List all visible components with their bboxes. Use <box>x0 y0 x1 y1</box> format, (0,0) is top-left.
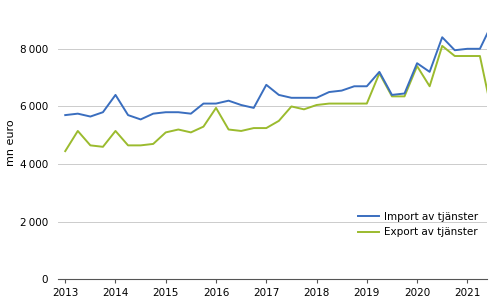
Import av tjänster <box>464 47 470 51</box>
Export av tjänster <box>100 145 106 149</box>
Import av tjänster <box>288 96 294 100</box>
Import av tjänster <box>163 110 169 114</box>
Export av tjänster <box>402 95 408 98</box>
Import av tjänster <box>389 93 395 97</box>
Export av tjänster <box>87 143 93 147</box>
Export av tjänster <box>201 125 207 129</box>
Import av tjänster <box>263 83 269 87</box>
Export av tjänster <box>125 143 131 147</box>
Import av tjänster <box>138 118 143 121</box>
Export av tjänster <box>176 128 181 131</box>
Export av tjänster <box>477 54 483 58</box>
Import av tjänster <box>364 85 370 88</box>
Import av tjänster <box>352 85 357 88</box>
Import av tjänster <box>75 112 81 116</box>
Export av tjänster <box>188 131 194 134</box>
Import av tjänster <box>477 47 483 51</box>
Export av tjänster <box>389 95 395 98</box>
Import av tjänster <box>188 112 194 116</box>
Import av tjänster <box>87 115 93 118</box>
Export av tjänster <box>263 126 269 130</box>
Export av tjänster <box>226 128 232 131</box>
Line: Export av tjänster: Export av tjänster <box>65 46 493 151</box>
Y-axis label: mn euro: mn euro <box>5 119 16 166</box>
Import av tjänster <box>238 103 244 107</box>
Import av tjänster <box>326 90 332 94</box>
Import av tjänster <box>100 110 106 114</box>
Export av tjänster <box>414 64 420 68</box>
Export av tjänster <box>62 149 68 153</box>
Export av tjänster <box>452 54 458 58</box>
Export av tjänster <box>238 129 244 133</box>
Import av tjänster <box>150 112 156 116</box>
Import av tjänster <box>377 70 383 74</box>
Export av tjänster <box>75 129 81 133</box>
Import av tjänster <box>452 48 458 52</box>
Import av tjänster <box>213 102 219 105</box>
Import av tjänster <box>414 61 420 65</box>
Import av tjänster <box>276 93 282 97</box>
Import av tjänster <box>439 36 445 39</box>
Import av tjänster <box>402 92 408 95</box>
Legend: Import av tjänster, Export av tjänster: Import av tjänster, Export av tjänster <box>354 208 482 241</box>
Import av tjänster <box>339 89 345 92</box>
Export av tjänster <box>339 102 345 105</box>
Export av tjänster <box>251 126 257 130</box>
Export av tjänster <box>314 103 319 107</box>
Export av tjänster <box>213 106 219 110</box>
Import av tjänster <box>226 99 232 102</box>
Export av tjänster <box>464 54 470 58</box>
Import av tjänster <box>201 102 207 105</box>
Import av tjänster <box>426 70 432 74</box>
Export av tjänster <box>112 129 118 133</box>
Export av tjänster <box>377 71 383 75</box>
Export av tjänster <box>150 142 156 146</box>
Export av tjänster <box>163 131 169 134</box>
Export av tjänster <box>439 44 445 48</box>
Import av tjänster <box>251 106 257 110</box>
Export av tjänster <box>352 102 357 105</box>
Line: Import av tjänster: Import av tjänster <box>65 23 493 119</box>
Export av tjänster <box>364 102 370 105</box>
Export av tjänster <box>276 119 282 123</box>
Import av tjänster <box>301 96 307 100</box>
Import av tjänster <box>112 93 118 97</box>
Export av tjänster <box>138 143 143 147</box>
Export av tjänster <box>301 108 307 111</box>
Import av tjänster <box>176 110 181 114</box>
Import av tjänster <box>490 21 493 25</box>
Import av tjänster <box>125 113 131 117</box>
Import av tjänster <box>62 113 68 117</box>
Export av tjänster <box>326 102 332 105</box>
Export av tjänster <box>490 113 493 117</box>
Export av tjänster <box>426 85 432 88</box>
Import av tjänster <box>314 96 319 100</box>
Export av tjänster <box>288 105 294 108</box>
